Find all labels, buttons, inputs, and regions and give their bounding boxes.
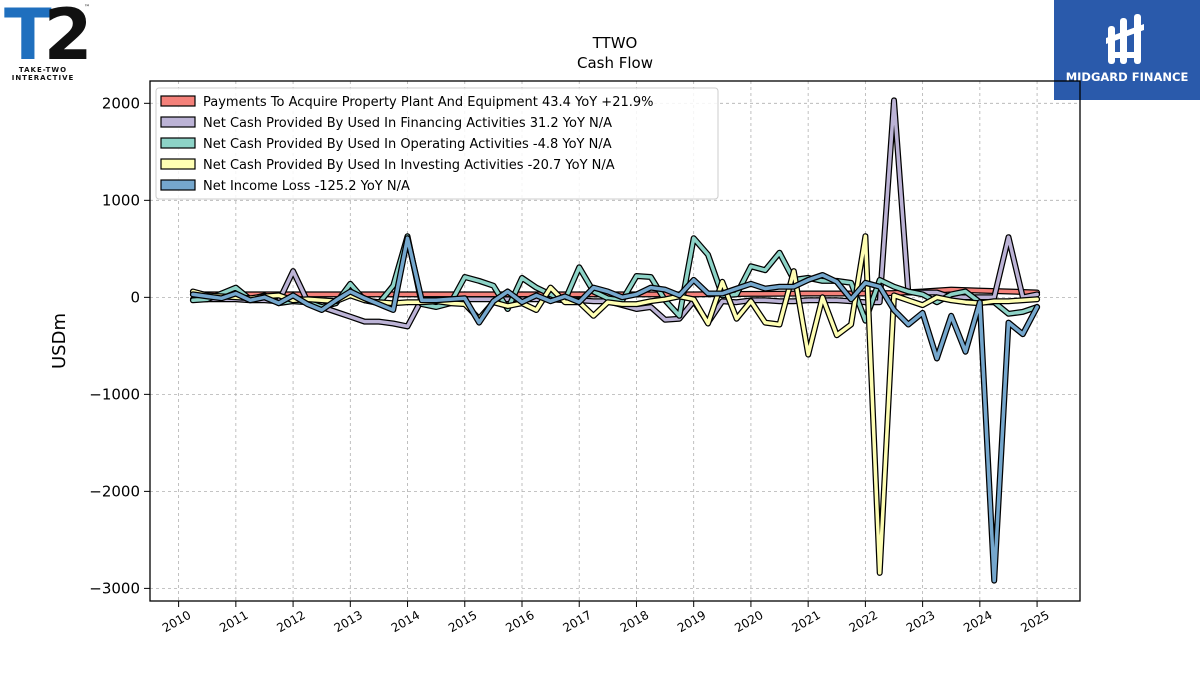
series-line-5: [191, 236, 1039, 583]
chart-title: TTWO: [592, 34, 638, 52]
x-tick-label: 2020: [732, 608, 765, 635]
y-tick-label: 1000: [102, 191, 140, 209]
x-tick-label: 2023: [904, 608, 937, 635]
legend-swatch-4: [160, 158, 196, 170]
legend-box: [155, 87, 719, 200]
x-tick-label: 2019: [675, 608, 708, 635]
x-tick-label: 2011: [217, 608, 250, 635]
x-tick-label: 2022: [847, 608, 880, 635]
y-tick-label: 2000: [102, 94, 140, 112]
chart-subtitle: Cash Flow: [577, 54, 653, 72]
series-lines: [189, 97, 1041, 584]
interactive-text: INTERACTIVE: [11, 74, 75, 82]
t2-mark: T2: [4, 0, 92, 76]
legend-swatch-2: [160, 116, 196, 128]
midgard-mark-icon: [1106, 14, 1144, 64]
legend-swatch-1: [160, 95, 196, 107]
plot-frame: [149, 80, 1081, 602]
legend-label-3: Net Cash Provided By Used In Operating A…: [203, 137, 612, 152]
y-axis-label: USDm: [49, 313, 70, 369]
x-tick-label: 2015: [446, 608, 479, 635]
trademark-symbol: ™: [84, 4, 90, 11]
legend-swatch-3: [160, 137, 196, 149]
x-tick-label: 2024: [961, 608, 994, 635]
y-tick-label: −2000: [89, 482, 140, 500]
legend-label-5: Net Income Loss -125.2 YoY N/A: [203, 179, 410, 194]
y-tick-label: −1000: [89, 385, 140, 403]
x-axis: 2010 2011 2012 2013 2014 2015 2016 2017 2018 2019…: [160, 601, 1052, 635]
x-tick-label: 2021: [789, 608, 822, 635]
take-two-logo: T2 ™ TAKE-TWO INTERACTIVE: [4, 0, 92, 84]
midgard-finance-text: MIDGARD FINANCE: [1065, 70, 1189, 84]
take-two-text: TAKE-TWO: [18, 66, 68, 74]
midgard-finance-logo: MIDGARD FINANCE: [1054, 0, 1200, 100]
x-tick-label: 2012: [274, 608, 307, 635]
x-tick-label: 2010: [160, 608, 193, 635]
y-tick-label: −3000: [89, 579, 140, 597]
x-tick-label: 2016: [503, 608, 536, 635]
x-tick-label: 2025: [1018, 608, 1051, 635]
y-axis: 2000 1000 0 −1000 −2000 −3000: [89, 94, 150, 597]
x-tick-label: 2014: [389, 608, 422, 635]
x-tick-label: 2013: [332, 608, 365, 635]
legend-label-4: Net Cash Provided By Used In Investing A…: [203, 158, 615, 173]
legend-label-2: Net Cash Provided By Used In Financing A…: [203, 116, 612, 131]
y-tick-label: 0: [130, 288, 140, 306]
x-tick-label: 2018: [618, 608, 651, 635]
legend-label-1: Payments To Acquire Property Plant And E…: [203, 95, 654, 110]
legend-swatch-5: [160, 179, 196, 191]
legend: Payments To Acquire Property Plant And E…: [155, 87, 719, 200]
x-tick-label: 2017: [561, 608, 594, 635]
